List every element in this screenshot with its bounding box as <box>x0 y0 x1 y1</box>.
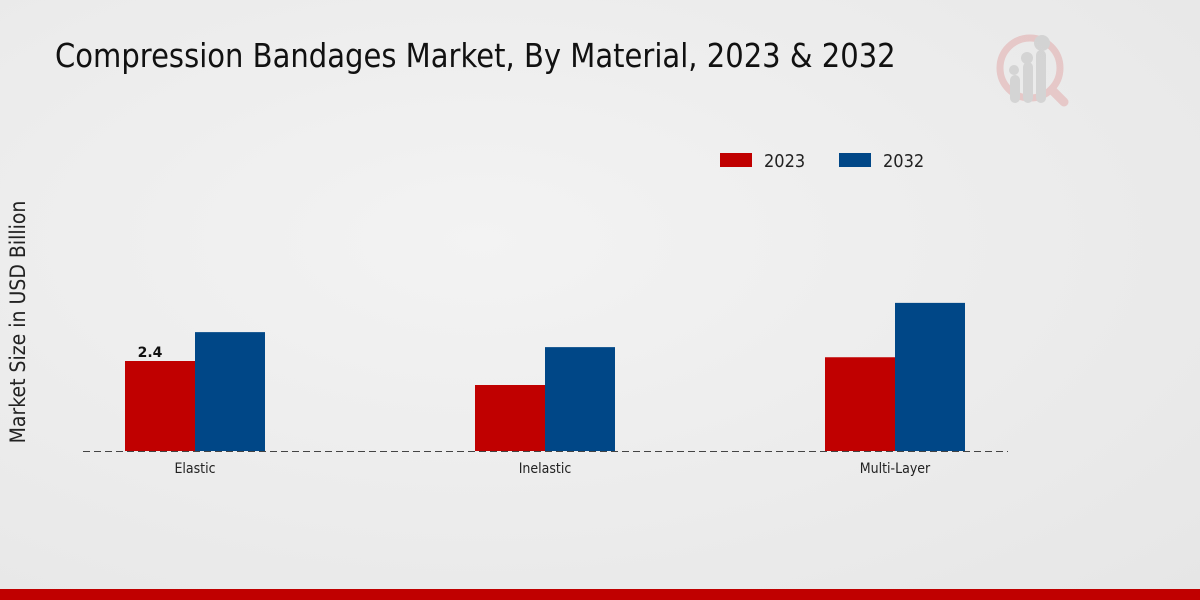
x-tick-label: Elastic <box>174 461 215 477</box>
legend-swatch-2023 <box>720 153 752 167</box>
bar-2023-multi-layer <box>825 357 895 451</box>
bar-2032-multi-layer <box>895 302 965 451</box>
legend-label-2023: 2023 <box>764 151 805 172</box>
chart-title: Compression Bandages Market, By Material… <box>55 36 896 75</box>
bar-2032-elastic <box>195 332 265 451</box>
legend-label-2032: 2032 <box>883 151 924 172</box>
x-tick-label: Inelastic <box>519 461 572 477</box>
logo-watermark-icon <box>996 34 1069 107</box>
x-tick-label: Multi-Layer <box>860 461 931 477</box>
bar-2023-elastic <box>125 361 195 451</box>
data-label: 2.4 <box>138 345 163 361</box>
legend-swatch-2032 <box>839 153 871 167</box>
bar-2023-inelastic <box>475 385 545 451</box>
footer-bar <box>0 589 1200 600</box>
bar-2032-inelastic <box>545 347 615 451</box>
